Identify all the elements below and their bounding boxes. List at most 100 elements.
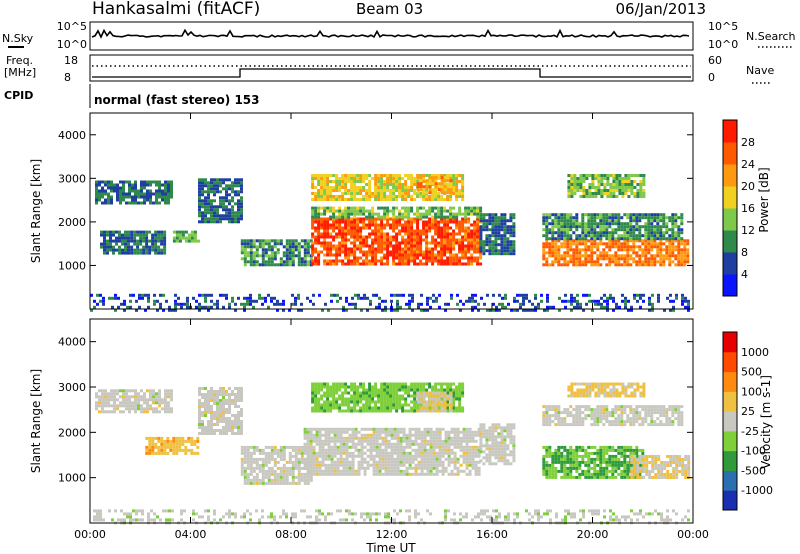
heatmap-cell — [164, 195, 167, 199]
heatmap-cell — [630, 174, 634, 177]
heatmap-cell — [146, 407, 149, 411]
heatmap-cell — [323, 206, 327, 210]
heatmap-cell — [615, 195, 619, 198]
heatmap-cell — [512, 246, 516, 250]
heatmap-cell — [584, 242, 588, 246]
heatmap-cell — [353, 226, 357, 230]
heatmap-cell — [401, 229, 405, 233]
heatmap-cell — [422, 198, 426, 201]
heatmap-cell — [258, 466, 262, 470]
heatmap-cell — [204, 199, 207, 203]
heatmap-cell — [110, 186, 113, 190]
heatmap-cell — [326, 226, 330, 230]
heatmap-cell — [602, 234, 606, 238]
heatmap-cell — [198, 402, 201, 405]
heatmap-cell — [377, 250, 381, 254]
heatmap-cell — [578, 251, 582, 255]
heatmap-cell — [614, 219, 618, 223]
heatmap-cell — [560, 245, 564, 249]
heatmap-cell — [474, 293, 477, 297]
heatmap-cell — [137, 192, 140, 196]
heatmap-cell — [154, 242, 158, 246]
heatmap-cell — [632, 251, 636, 255]
heatmap-cell — [395, 235, 399, 239]
heatmap-cell — [444, 466, 448, 470]
heatmap-cell — [473, 244, 477, 248]
heatmap-cell — [378, 442, 382, 446]
heatmap-cell — [181, 448, 185, 452]
heatmap-cell — [137, 407, 140, 411]
heatmap-cell — [231, 220, 234, 224]
heatmap-cell — [341, 183, 345, 186]
heatmap-cell — [362, 238, 366, 242]
heatmap-cell — [617, 254, 621, 258]
heatmap-cell — [672, 305, 675, 309]
heatmap-cell — [104, 404, 107, 408]
heatmap-cell — [467, 209, 471, 213]
heatmap-cell — [360, 457, 364, 461]
heatmap-cell — [488, 228, 492, 232]
heatmap-cell — [365, 250, 369, 254]
heatmap-cell — [317, 253, 321, 257]
heatmap-cell — [641, 248, 645, 252]
heatmap-cell — [273, 254, 277, 258]
heatmap-cell — [252, 260, 256, 264]
heatmap-cell — [503, 246, 507, 250]
heatmap-cell — [366, 466, 370, 470]
heatmap-cell — [437, 215, 441, 219]
heatmap-cell — [390, 308, 393, 312]
heatmap-cell — [160, 436, 164, 440]
heatmap-cell — [504, 293, 507, 297]
heatmap-cell — [116, 186, 119, 190]
heatmap-cell — [416, 238, 420, 242]
heatmap-cell — [671, 225, 675, 229]
heatmap-cell — [252, 245, 256, 249]
heatmap-cell — [606, 296, 609, 300]
heatmap-cell — [446, 250, 450, 254]
heatmap-cell — [639, 195, 643, 198]
heatmap-cell — [329, 215, 333, 219]
heatmap-cell — [145, 230, 149, 234]
heatmap-cell — [155, 198, 158, 202]
heatmap-cell — [425, 244, 429, 248]
heatmap-cell — [359, 209, 363, 213]
heatmap-cell — [234, 420, 237, 423]
heatmap-cell — [629, 216, 633, 220]
heatmap-cell — [548, 213, 552, 217]
heatmap-cell — [440, 256, 444, 260]
heatmap-cell — [407, 262, 411, 266]
heatmap-cell — [124, 236, 127, 240]
heatmap-cell — [677, 239, 681, 243]
heatmap-cell — [677, 263, 681, 267]
heatmap-cell — [458, 250, 462, 254]
heatmap-cell — [503, 225, 507, 229]
heatmap-cell — [234, 393, 237, 396]
heatmap-cell — [167, 183, 170, 187]
heatmap-cell — [107, 198, 110, 202]
heatmap-cell — [680, 263, 684, 267]
heatmap-cell — [408, 463, 412, 467]
heatmap-cell — [497, 225, 501, 229]
heatmap-cell — [509, 249, 513, 253]
freq-frame — [89, 54, 694, 82]
heatmap-cell — [612, 174, 616, 177]
heatmap-cell — [497, 219, 501, 223]
heatmap-cell — [353, 247, 357, 251]
heatmap-cell — [534, 305, 537, 309]
heatmap-cell — [438, 305, 441, 309]
heatmap-cell — [300, 302, 303, 306]
heatmap-cell — [261, 239, 265, 243]
heatmap-cell — [432, 299, 435, 303]
heatmap-cell — [446, 232, 450, 236]
heatmap-cell — [440, 179, 444, 183]
heatmap-cell — [512, 249, 516, 253]
heatmap-cell — [303, 260, 307, 264]
heatmap-cell — [393, 463, 397, 467]
heatmap-cell — [407, 250, 411, 254]
heatmap-cell — [163, 451, 167, 455]
heatmap-cell — [374, 247, 378, 251]
heatmap-cell — [336, 448, 340, 452]
heatmap-cell — [243, 239, 247, 243]
heatmap-cell — [228, 193, 231, 197]
heatmap-cell — [225, 184, 228, 188]
